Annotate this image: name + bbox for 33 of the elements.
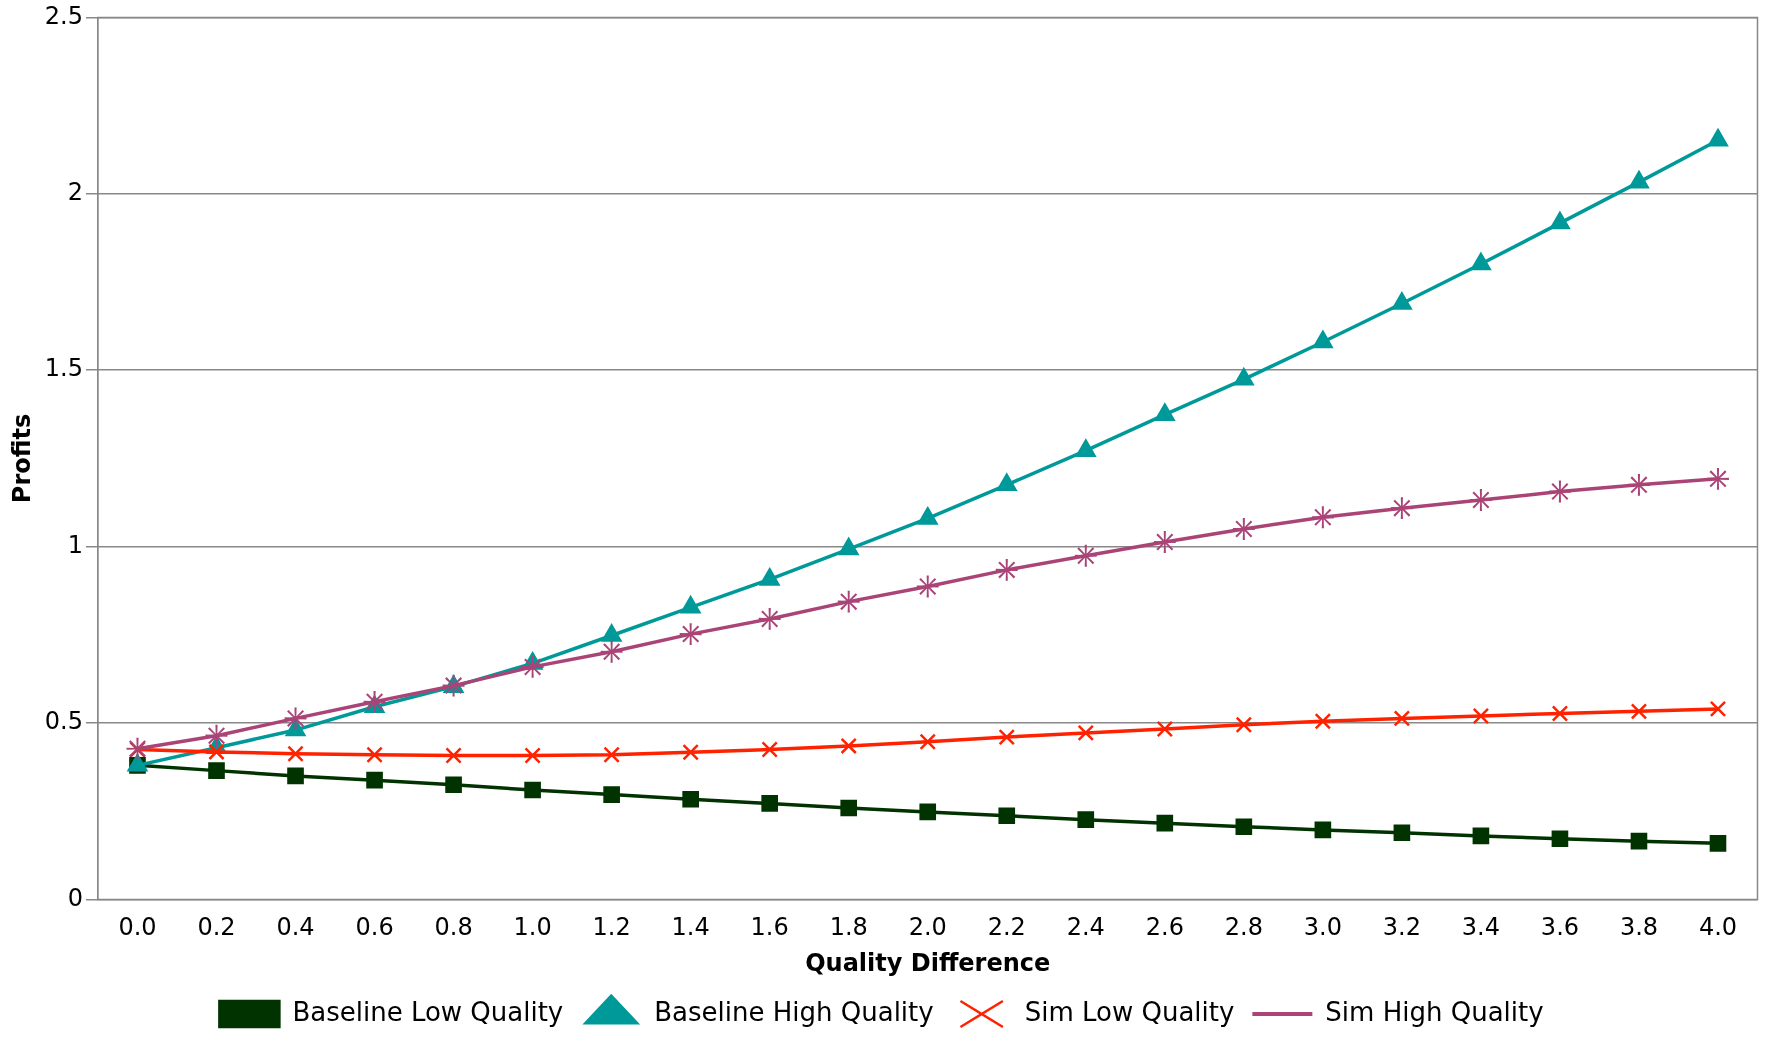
y-tick-label: 2 [67, 178, 83, 207]
y-tick-label: 2.5 [44, 1, 83, 30]
y-tick-label: 0 [67, 883, 83, 912]
y-tick-label: 0.5 [44, 707, 83, 736]
x-tick-label: 2.0 [908, 913, 947, 942]
x-tick-label: 2.4 [1066, 913, 1105, 942]
x-tick-label: 1.8 [829, 913, 868, 942]
x-tick-label: 3.2 [1382, 913, 1421, 942]
x-tick-label: 0.0 [118, 913, 157, 942]
x-tick-label: 0.4 [276, 913, 315, 942]
legend-label: Sim High Quality [1325, 996, 1544, 1027]
x-tick-label: 1.0 [513, 913, 552, 942]
legend-label: Baseline Low Quality [292, 996, 564, 1027]
legend-label: Sim Low Quality [1024, 996, 1235, 1027]
y-tick-label: 1.5 [44, 354, 83, 383]
x-tick-label: 2.8 [1224, 913, 1263, 942]
x-tick-label: 1.4 [671, 913, 710, 942]
legend-label: Baseline High Quality [654, 996, 934, 1027]
x-tick-label: 1.6 [750, 913, 789, 942]
y-tick-label: 1 [67, 530, 83, 559]
x-tick-label: 3.8 [1619, 913, 1659, 942]
x-tick-label: 0.6 [355, 913, 394, 942]
x-tick-label: 3.0 [1303, 913, 1342, 942]
x-tick-label: 2.2 [987, 913, 1026, 942]
x-tick-label: 1.2 [592, 913, 631, 942]
x-axis-title: Quality Difference [805, 948, 1051, 977]
x-tick-label: 2.6 [1145, 913, 1184, 942]
x-tick-label: 4.0 [1698, 913, 1738, 942]
y-axis-title: Profits [7, 413, 36, 504]
x-tick-label: 0.8 [434, 913, 473, 942]
x-tick-label: 0.2 [197, 913, 236, 942]
x-tick-label: 3.6 [1540, 913, 1580, 942]
x-tick-label: 3.4 [1461, 913, 1500, 942]
